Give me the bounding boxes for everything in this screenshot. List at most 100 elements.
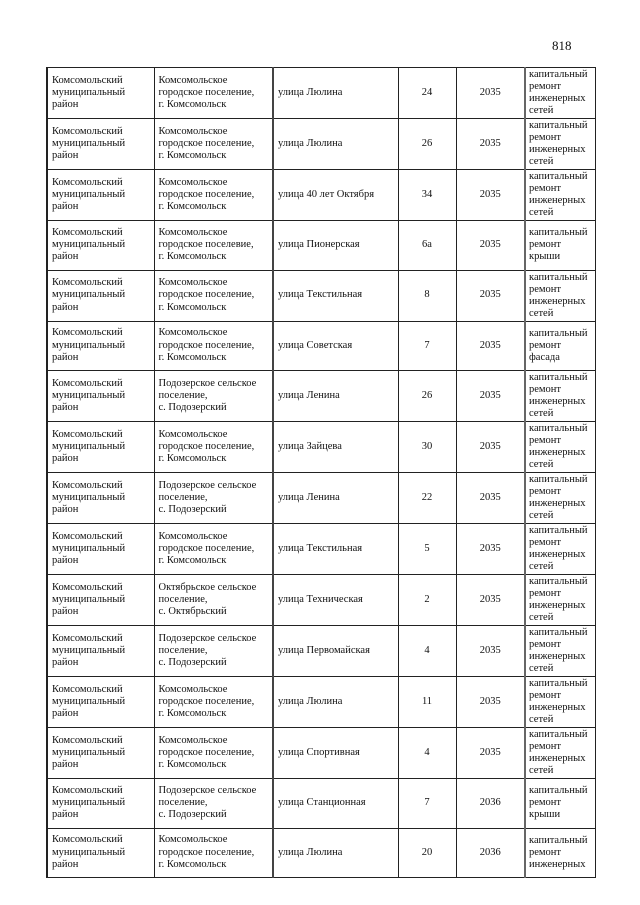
settlement-cell: Комсомольское городское поселение, г. Ко… [153,523,274,575]
street-cell: улица Люлина [272,118,399,170]
year-cell: 2035 [455,625,526,677]
house-number-cell: 7 [397,778,457,829]
work-type-cell: капитальный ремонт инженерных сетей [524,472,596,524]
street-cell: улица Станционная [272,778,399,829]
year-cell: 2036 [455,778,526,829]
work-type-cell: капитальный ремонт крыши [524,778,596,829]
district-cell: Комсомольский муниципальный район [46,523,155,575]
street-cell: улица Спортивная [272,727,399,779]
settlement-cell: Комсомольское городское поселевие, г. Ко… [153,220,274,271]
district-cell: Комсомольский муниципальный район [46,574,155,626]
work-type-cell: капитальный ремонт инженерных сетей [524,370,596,422]
year-cell: 2035 [455,421,526,473]
year-cell: 2035 [455,220,526,271]
district-cell: Комсомольский муниципальный район [46,778,155,829]
street-cell: улица Зайцева [272,421,399,473]
district-cell: Комсомольский муниципальный район [46,421,155,473]
table-row: Комсомольский муниципальный район Комсомо… [46,118,596,170]
work-type-cell: капитальный ремонт инженерных сетей [524,269,596,322]
year-cell: 2035 [455,676,526,728]
settlement-cell: Комсомольское городское поселение, г. Ко… [153,118,274,170]
house-number-cell: 11 [397,676,457,728]
settlement-cell: Комсомольское городское поселение, г. Ко… [153,169,274,221]
work-type-cell: капитальный ремонт инженерных [524,827,596,878]
district-cell: Комсомольский муниципальный район [46,220,155,271]
district-cell: Комсомольский муниципальный район [46,269,155,322]
house-number-cell: 5 [397,523,457,575]
year-cell: 2035 [455,269,526,322]
work-type-cell: капитальный ремонт крыши [524,220,596,271]
year-cell: 2036 [455,827,526,878]
table-row: Комсомольский муниципальный район Подозер… [46,778,596,829]
table-row: Комсомольский муниципальный район Октябрь… [46,574,596,626]
house-number-cell: 20 [397,827,457,878]
table-row: Комсомольский муниципальный район Комсомо… [46,676,596,728]
work-type-cell: капитальный ремонт инженерных сетей [524,169,596,221]
settlement-cell: Комсомольское городское поселение, г. Ко… [153,320,274,371]
table-row: Комсомольский муниципальный район Подозер… [46,472,596,524]
street-cell: улица Советская [272,320,399,371]
table-row: Комсомольский муниципальный район Комсомо… [46,421,596,473]
table-row: Комсомольский муниципальный район Комсомо… [46,827,596,878]
house-number-cell: 26 [397,370,457,422]
street-cell: улица Люлина [272,827,399,878]
year-cell: 2035 [455,472,526,524]
table-row: Комсомольский муниципальный район Подозер… [46,370,596,422]
settlement-cell: Подозерское сельское поселение, с. Подоз… [153,625,274,677]
street-cell: улица Люлина [272,67,399,119]
settlement-cell: Подозерское сельское поселение, с. Подоз… [153,472,274,524]
house-number-cell: 30 [397,421,457,473]
work-type-cell: капитальный ремонт инженерных сетей [524,118,596,170]
year-cell: 2035 [455,370,526,422]
street-cell: улица Техническая [272,574,399,626]
street-cell: улица Текстильная [272,523,399,575]
settlement-cell: Октябрьское сельское поселение, с. Октяб… [153,574,274,626]
settlement-cell: Подозерское сельское поселение, с. Подоз… [153,370,274,422]
year-cell: 2035 [455,169,526,221]
house-number-cell: 22 [397,472,457,524]
house-number-cell: 26 [397,118,457,170]
work-type-cell: капитальный ремонт фасада [524,320,596,371]
repair-schedule-table: Комсомольский муниципальный район Комсомо… [46,67,596,878]
settlement-cell: Комсомольское городское поселение, г. Ко… [153,67,274,119]
settlement-cell: Комсомольское городское поселение, г. Ко… [153,421,274,473]
work-type-cell: капитальный ремонт инженерных сетей [524,727,596,779]
work-type-cell: капитальный ремонт инженерных сетей [524,574,596,626]
house-number-cell: 8 [397,269,457,322]
table-row: Комсомольский муниципальный район Комсомо… [46,220,596,271]
settlement-cell: Комсомольское городское поселение, г. Ко… [153,676,274,728]
year-cell: 2035 [455,727,526,779]
table-row: Комсомольский муниципальный район Подозер… [46,625,596,677]
district-cell: Комсомольский муниципальный район [46,676,155,728]
table-row: Комсомольский муниципальный район Комсомо… [46,67,596,119]
house-number-cell: 34 [397,169,457,221]
settlement-cell: Комсомольское городское поселение, г. Ко… [153,269,274,322]
work-type-cell: капитальный ремонт инженерных сетей [524,67,596,119]
table-row: Комсомольский муниципальный район Комсомо… [46,169,596,221]
settlement-cell: Подозерское сельское поселение, с. Подоз… [153,778,274,829]
street-cell: улица 40 лет Октября [272,169,399,221]
district-cell: Комсомольский муниципальный район [46,625,155,677]
year-cell: 2035 [455,320,526,371]
district-cell: Комсомольский муниципальный район [46,727,155,779]
table-row: Комсомольский муниципальный район Комсомо… [46,727,596,779]
district-cell: Комсомольский муниципальный район [46,827,155,878]
table-row: Комсомольский муниципальный район Комсомо… [46,269,596,322]
district-cell: Комсомольский муниципальный район [46,118,155,170]
street-cell: улица Текстильная [272,269,399,322]
house-number-cell: 4 [397,727,457,779]
table-row: Комсомольский муниципальный район Комсомо… [46,523,596,575]
house-number-cell: 7 [397,320,457,371]
district-cell: Комсомольский муниципальный район [46,320,155,371]
year-cell: 2035 [455,67,526,119]
year-cell: 2035 [455,118,526,170]
street-cell: улица Люлина [272,676,399,728]
table-row: Комсомольский муниципальный район Комсомо… [46,320,596,371]
street-cell: улица Первомайская [272,625,399,677]
district-cell: Комсомольский муниципальный район [46,370,155,422]
district-cell: Комсомольский муниципальный район [46,169,155,221]
district-cell: Комсомольский муниципальный район [46,67,155,119]
work-type-cell: капитальный ремонт инженерных сетей [524,676,596,728]
house-number-cell: 24 [397,67,457,119]
